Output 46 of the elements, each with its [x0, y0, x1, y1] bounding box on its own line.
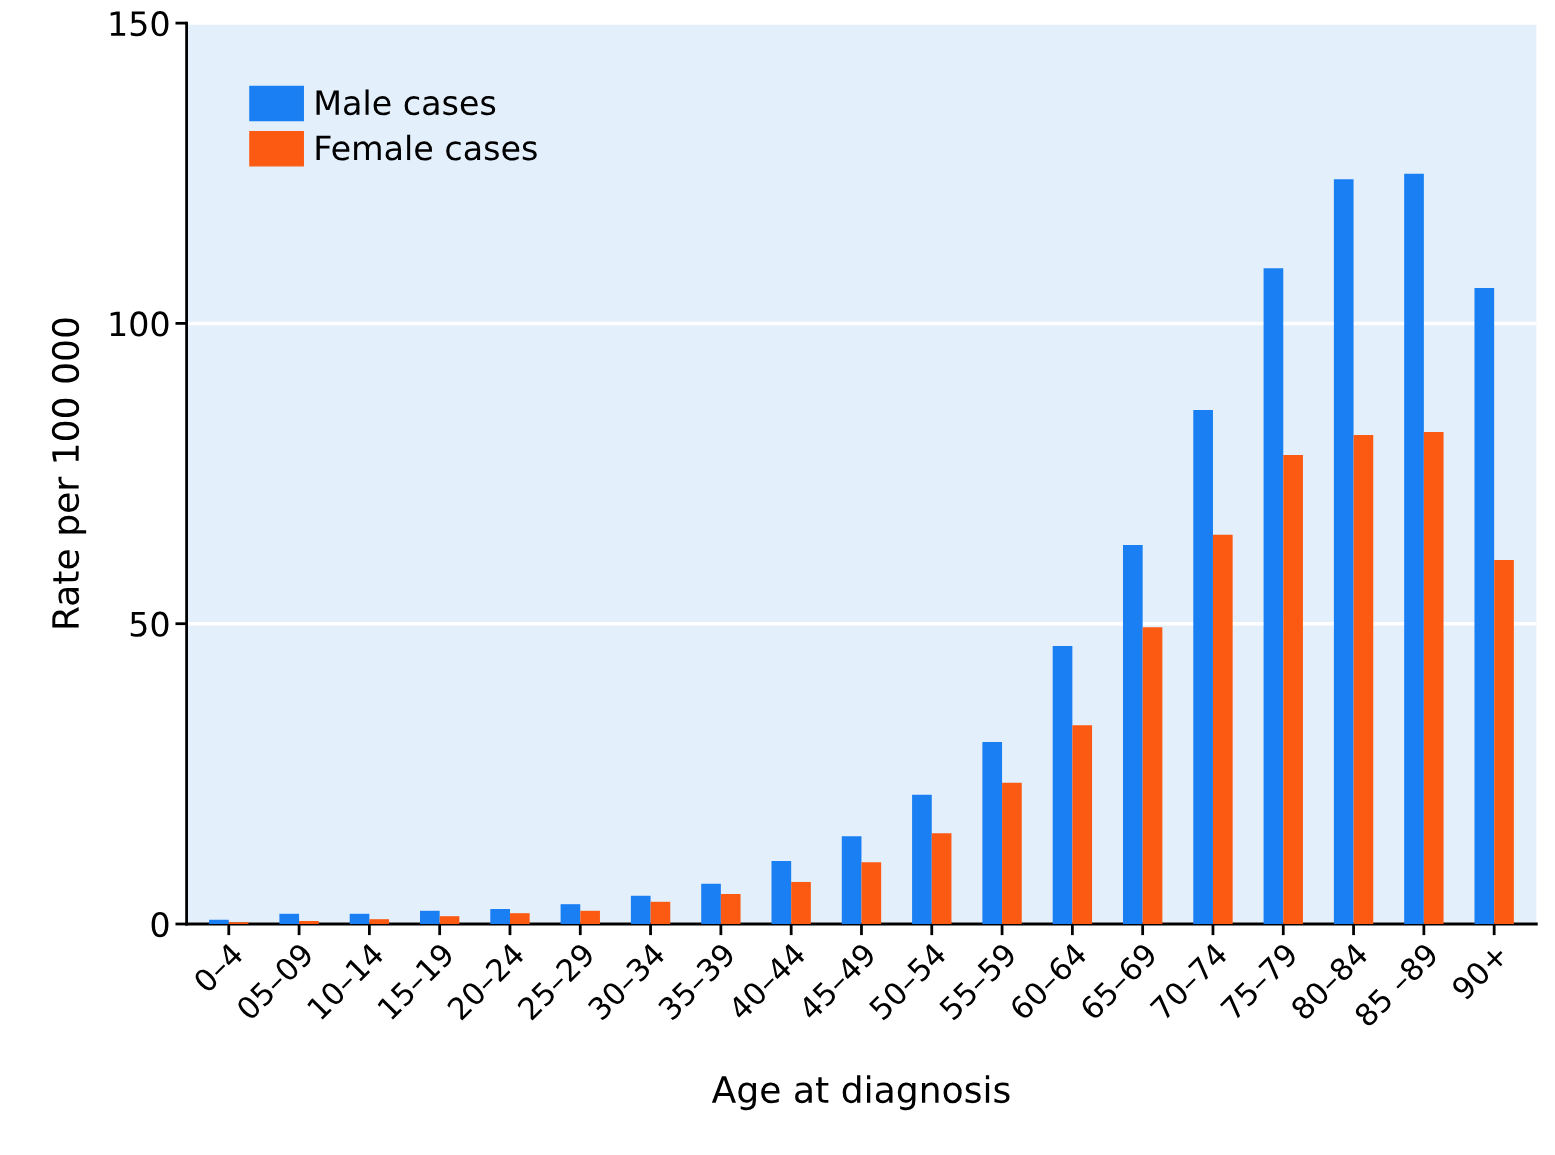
- bar: [1052, 645, 1073, 924]
- legend-label: Female cases: [316, 134, 537, 161]
- bar: [1002, 782, 1022, 924]
- bar: [369, 919, 390, 924]
- y-tick-label: 100: [110, 311, 169, 337]
- y-tick-label: 50: [130, 611, 169, 637]
- bar: [1353, 435, 1374, 924]
- bar: [1072, 725, 1093, 924]
- bar: [439, 916, 460, 924]
- bar: [1193, 409, 1213, 924]
- bar: [349, 913, 370, 924]
- y-tick-label: 150: [110, 11, 169, 37]
- x-axis-title: Age at diagnosis: [711, 1075, 1010, 1111]
- bar: [630, 895, 651, 924]
- bar: [720, 893, 741, 924]
- bar: [1263, 268, 1284, 924]
- y-tick-label: 0: [151, 911, 169, 938]
- bar: [912, 794, 932, 924]
- bar: [1423, 432, 1444, 924]
- bar: [982, 742, 1003, 924]
- bar: [1212, 534, 1233, 924]
- bar: [509, 913, 530, 924]
- bar: [650, 901, 671, 924]
- bar: [419, 910, 440, 924]
- bar: [1404, 173, 1424, 924]
- bar: [560, 904, 581, 924]
- bar: [701, 883, 721, 924]
- bar: [279, 913, 300, 924]
- bar: [490, 908, 510, 924]
- legend-label: Male cases: [316, 89, 496, 116]
- bar: [1474, 287, 1495, 924]
- bar: [209, 919, 229, 924]
- bar: [1142, 627, 1163, 924]
- bar: [1122, 545, 1143, 924]
- bar: [1333, 179, 1354, 924]
- bar: [931, 833, 952, 924]
- bar: [299, 921, 319, 924]
- x-tick-label: 90+: [1450, 942, 1509, 1001]
- bar: [580, 910, 600, 924]
- bar: [861, 862, 882, 924]
- bar: [791, 881, 811, 924]
- bar: [771, 860, 792, 924]
- bar: [841, 836, 862, 924]
- bar: [1494, 560, 1514, 924]
- bar: [1283, 454, 1303, 924]
- y-axis-title: Rate per 100 000: [51, 318, 87, 628]
